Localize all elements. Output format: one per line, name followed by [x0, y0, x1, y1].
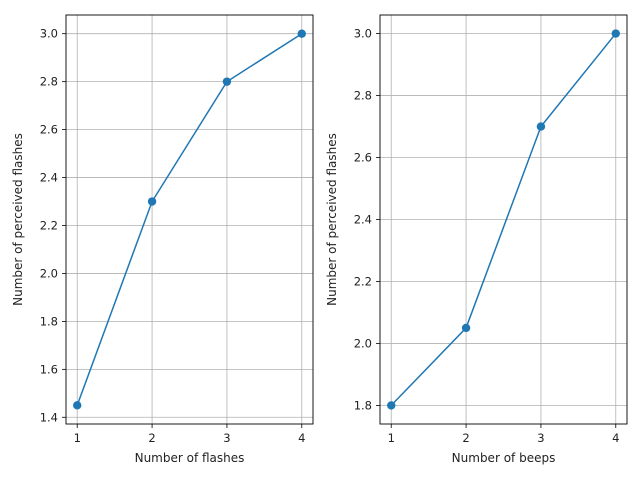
data-point	[297, 29, 306, 38]
axes-frame	[65, 14, 314, 425]
y-tick-label: 2.2	[40, 218, 58, 232]
data-point	[536, 122, 546, 131]
y-tick-label: 1.8	[40, 314, 58, 328]
x-tick-label: 3	[537, 431, 544, 445]
y-tick-label: 2.6	[40, 123, 58, 137]
x-tick-label: 1	[388, 431, 395, 445]
y-tick-label: 2.4	[354, 213, 372, 227]
x-axis-label: Number of beeps	[452, 451, 556, 465]
y-tick-label: 2.4	[40, 171, 58, 185]
data-point	[461, 323, 471, 333]
y-tick-label: 2.8	[40, 75, 58, 89]
x-tick-label: 2	[462, 431, 469, 445]
y-tick-label: 3.0	[354, 27, 372, 41]
y-tick-label: 2.8	[354, 89, 372, 103]
x-tick-label: 4	[612, 431, 619, 445]
x-tick-label: 4	[298, 431, 305, 445]
x-tick-label: 2	[148, 431, 155, 445]
plot-area	[66, 15, 313, 424]
data-point	[387, 401, 396, 410]
subplot-1: 1 2 3 4 1.4 1.6 1.8 2.0 2.2 2.4 2.6 2.8 3.0 Number of…	[11, 14, 314, 465]
y-tick-label: 1.8	[354, 398, 372, 412]
y-tick-label: 3.0	[40, 27, 58, 41]
data-point	[611, 29, 620, 38]
y-tick-label: 2.2	[354, 274, 372, 288]
y-tick-label: 1.6	[40, 362, 58, 376]
series-line	[390, 33, 617, 406]
data-point	[147, 197, 157, 206]
y-axis-label: Number of perceived flashes	[11, 133, 25, 306]
series-line	[76, 33, 303, 406]
y-tick-label: 1.4	[40, 410, 58, 424]
y-tick-label: 2.6	[354, 151, 372, 165]
x-tick-label: 1	[74, 431, 81, 445]
data-point	[222, 77, 232, 86]
subplot-2: 1 2 3 4 1.8 2.0 2.2 2.4 2.6 2.8 3.0 Number of beeps…	[325, 14, 628, 465]
y-tick-label: 2.0	[40, 266, 58, 280]
x-tick-label: 3	[223, 431, 230, 445]
data-point	[73, 401, 82, 410]
y-axis-label: Number of perceived flashes	[325, 133, 339, 306]
x-axis-label: Number of flashes	[135, 451, 245, 465]
y-tick-label: 2.0	[354, 336, 372, 350]
